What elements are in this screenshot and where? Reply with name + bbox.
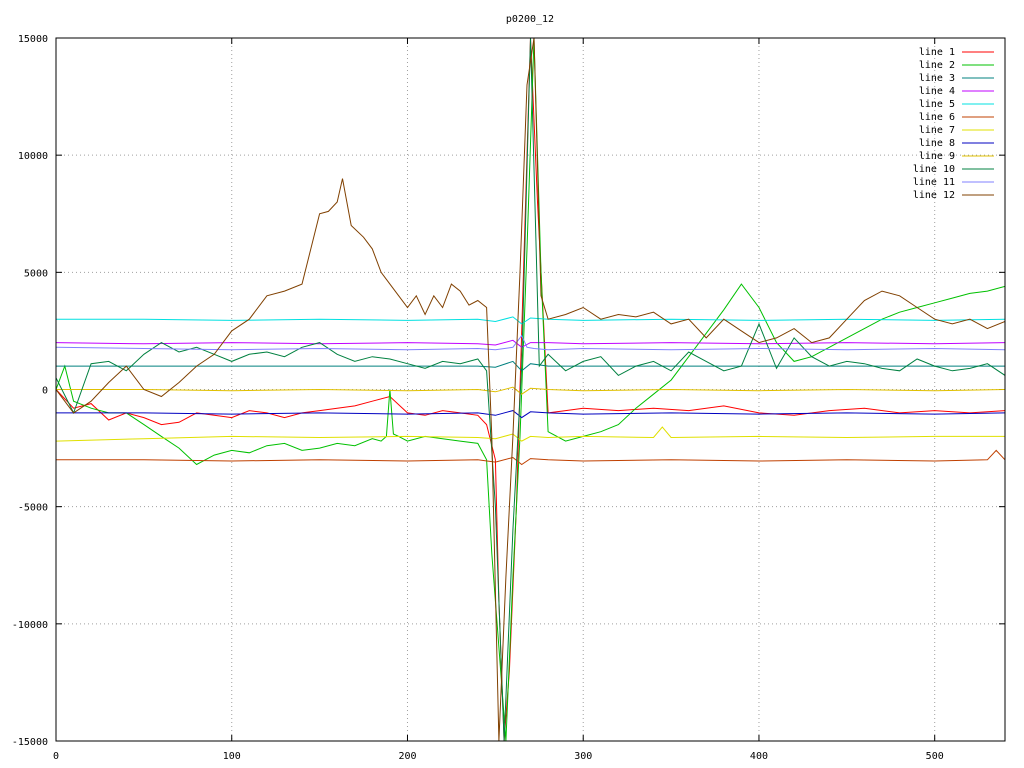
x-tick-label: 0 xyxy=(53,751,59,762)
legend-label: line 9 xyxy=(919,151,955,162)
series-line-7 xyxy=(56,426,1005,442)
x-tick-label: 500 xyxy=(926,751,944,762)
series-line-11 xyxy=(56,334,1005,351)
legend-label: line 10 xyxy=(913,164,955,175)
series-line-6 xyxy=(56,449,1005,466)
y-tick-label: -10000 xyxy=(12,620,48,631)
legend-label: line 6 xyxy=(919,112,955,123)
legend-label: line 7 xyxy=(919,125,955,136)
x-tick-label: 200 xyxy=(398,751,416,762)
y-tick-label: -15000 xyxy=(12,737,48,748)
legend-label: line 11 xyxy=(913,177,955,188)
series-line-3 xyxy=(56,360,1005,372)
series-layer xyxy=(56,38,1005,741)
legend-label: line 2 xyxy=(919,60,955,71)
legend-label: line 12 xyxy=(913,190,955,201)
x-tick-label: 400 xyxy=(750,751,768,762)
legend-label: line 5 xyxy=(919,99,955,110)
y-tick-label: 10000 xyxy=(18,151,48,162)
y-tick-label: 0 xyxy=(42,386,48,397)
y-tick-label: -5000 xyxy=(18,503,48,514)
plot-frame xyxy=(55,37,1006,742)
series-line-8 xyxy=(56,410,1005,419)
series-line-9 xyxy=(56,386,1005,395)
series-line-10 xyxy=(56,38,1005,741)
legend-label: line 4 xyxy=(919,86,955,97)
legend-label: line 3 xyxy=(919,73,955,84)
y-tick-label: 5000 xyxy=(24,268,48,279)
series-line-4 xyxy=(56,339,1005,348)
series-line-12 xyxy=(56,38,1005,741)
x-tick-label: 100 xyxy=(223,751,241,762)
legend: line 1 line 2 line 3 line 4 line 5 line 6 line… xyxy=(913,47,994,201)
x-tick-label: 300 xyxy=(574,751,592,762)
axis-ticks: 0 100 200 300 400 500 -15000 -10000 -5000 0 5000 10… xyxy=(12,34,1005,762)
chart-title: p0200_12 xyxy=(506,14,554,25)
legend-label: line 1 xyxy=(919,47,955,58)
series-line-5 xyxy=(56,316,1005,325)
series-line-1 xyxy=(56,38,1005,741)
y-tick-label: 15000 xyxy=(18,34,48,45)
legend-label: line 8 xyxy=(919,138,955,149)
